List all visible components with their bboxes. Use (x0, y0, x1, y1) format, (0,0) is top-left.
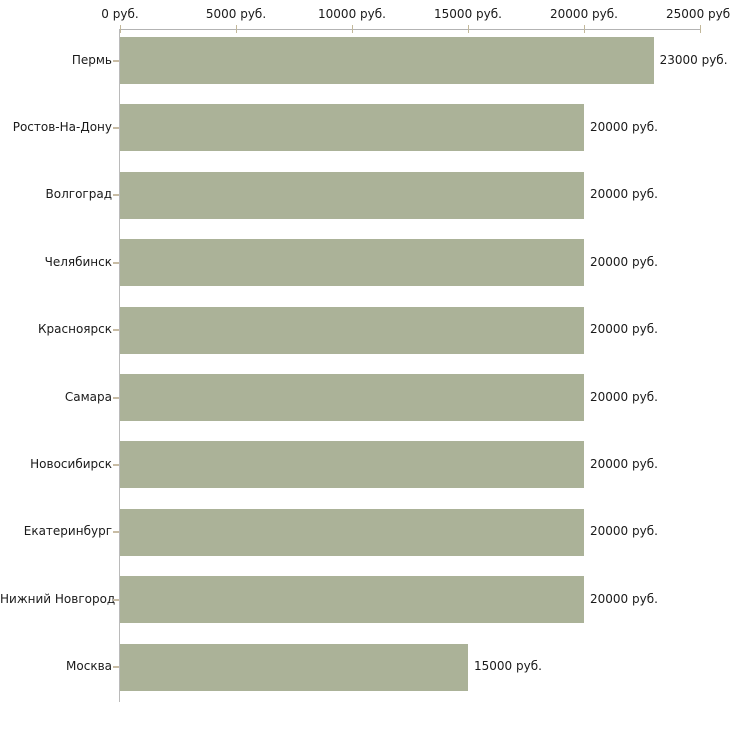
value-label: 20000 руб. (590, 524, 658, 539)
bar (120, 37, 654, 84)
category-label: Новосибирск (30, 456, 112, 471)
value-label: 20000 руб. (590, 322, 658, 337)
x-axis-tick-label: 10000 руб. (318, 7, 386, 21)
x-axis-tick-label: 20000 руб. (550, 7, 618, 21)
value-label: 20000 руб. (590, 119, 658, 134)
category-label: Нижний Новгород (0, 591, 116, 606)
y-axis-line (119, 29, 120, 702)
bar (120, 306, 584, 354)
x-axis-tick-label: 15000 руб. (434, 7, 502, 21)
category-label: Ростов-На-Дону (12, 119, 112, 134)
bar (120, 239, 584, 287)
category-label: Волгоград (45, 187, 112, 202)
x-axis-tick-mark (352, 25, 353, 33)
category-tick-mark (113, 666, 119, 669)
x-axis-tick-label: 0 руб. (101, 7, 139, 21)
category-label: Москва (66, 659, 112, 674)
category-label: Екатеринбург (23, 524, 112, 539)
x-axis-tick-label: 5000 руб. (205, 7, 267, 21)
category-tick-mark (113, 59, 119, 62)
category-tick-mark (113, 194, 119, 197)
x-axis-line (120, 29, 701, 30)
x-axis-tick-mark (584, 25, 585, 33)
x-axis-tick-mark (468, 25, 469, 33)
category-tick-mark (113, 531, 119, 534)
x-axis-tick-label: 25000 руб. (666, 7, 730, 21)
value-label: 20000 руб. (590, 456, 658, 471)
category-label: Самара (64, 389, 112, 404)
category-tick-mark (113, 396, 119, 399)
category-label: Челябинск (44, 254, 112, 269)
value-label: 15000 руб. (474, 659, 542, 674)
category-label: Пермь (71, 52, 112, 67)
value-label: 20000 руб. (590, 389, 658, 404)
bar (120, 643, 468, 691)
bar (120, 508, 584, 556)
category-tick-mark (113, 126, 119, 129)
x-axis-tick-mark (120, 25, 121, 33)
bar (120, 576, 584, 624)
category-tick-mark (113, 329, 119, 332)
category-label: Красноярск (38, 322, 112, 337)
x-axis-tick-mark (700, 25, 701, 33)
x-axis-tick-mark (236, 25, 237, 33)
value-label: 23000 руб. (659, 52, 728, 67)
bar (120, 441, 584, 489)
value-label: 20000 руб. (590, 591, 658, 606)
bar (120, 104, 584, 152)
category-tick-mark (113, 261, 119, 264)
bar (120, 171, 584, 219)
category-tick-mark (113, 598, 119, 601)
value-label: 20000 руб. (590, 254, 658, 269)
bar (120, 374, 584, 421)
category-tick-mark (113, 463, 119, 466)
value-label: 20000 руб. (590, 187, 658, 202)
